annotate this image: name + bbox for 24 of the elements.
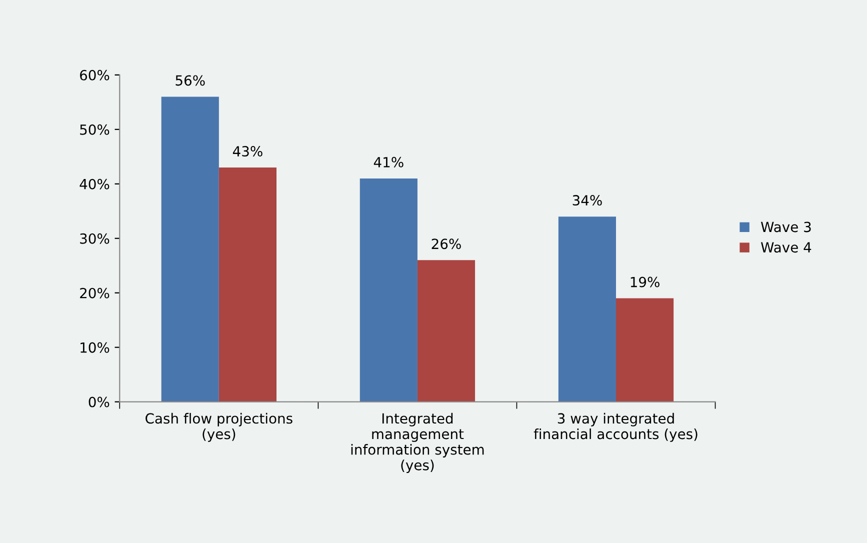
y-tick-label: 20% <box>80 288 110 298</box>
data-label: 43% <box>232 146 262 157</box>
y-tick-label: 40% <box>80 178 110 190</box>
legend-label: Wave 4 <box>760 242 812 253</box>
data-label: 34% <box>572 195 602 206</box>
bar <box>218 168 276 402</box>
data-label: 41% <box>374 156 404 168</box>
bar <box>558 216 616 402</box>
x-tick-label: 3 way integrated financial accounts (yes) <box>534 412 698 442</box>
data-label: 19% <box>630 276 660 288</box>
y-tick-label: 30% <box>80 233 110 244</box>
data-label: 26% <box>432 238 461 250</box>
bar <box>161 96 219 402</box>
x-tick-label: Integrated management information system (yes) <box>351 412 484 474</box>
bar <box>360 178 418 402</box>
bar <box>616 298 674 402</box>
y-tick-label: 60% <box>80 70 110 80</box>
y-tick-label: 10% <box>80 342 110 353</box>
x-tick-label: Cash flow projections (yes) <box>146 412 292 442</box>
legend-label: Wave 3 <box>760 222 811 232</box>
data-label: 56% <box>176 75 205 86</box>
y-tick-label: 0% <box>88 396 110 408</box>
y-tick-label: 50% <box>80 124 110 135</box>
bar <box>417 260 476 402</box>
